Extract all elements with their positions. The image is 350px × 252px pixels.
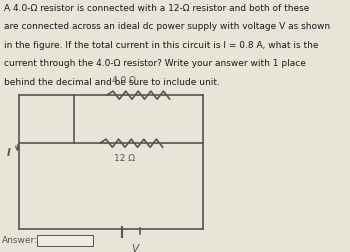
Text: Answer:: Answer:: [2, 235, 38, 244]
Text: A 4.0-Ω resistor is connected with a 12-Ω resistor and both of these: A 4.0-Ω resistor is connected with a 12-…: [4, 4, 309, 13]
Text: I: I: [7, 147, 10, 158]
Text: in the figure. If the total current in this circuit is I = 0.8 A, what is the: in the figure. If the total current in t…: [4, 41, 318, 50]
FancyBboxPatch shape: [37, 235, 93, 246]
Text: 12 Ω: 12 Ω: [114, 154, 135, 163]
Text: current through the 4.0-Ω resistor? Write your answer with 1 place: current through the 4.0-Ω resistor? Writ…: [4, 59, 305, 68]
Text: 4.0 Ω: 4.0 Ω: [112, 75, 136, 84]
Text: V: V: [131, 243, 138, 252]
Text: are connected across an ideal dc power supply with voltage V as shown: are connected across an ideal dc power s…: [4, 22, 330, 31]
Text: behind the decimal and be sure to include unit.: behind the decimal and be sure to includ…: [4, 77, 219, 86]
